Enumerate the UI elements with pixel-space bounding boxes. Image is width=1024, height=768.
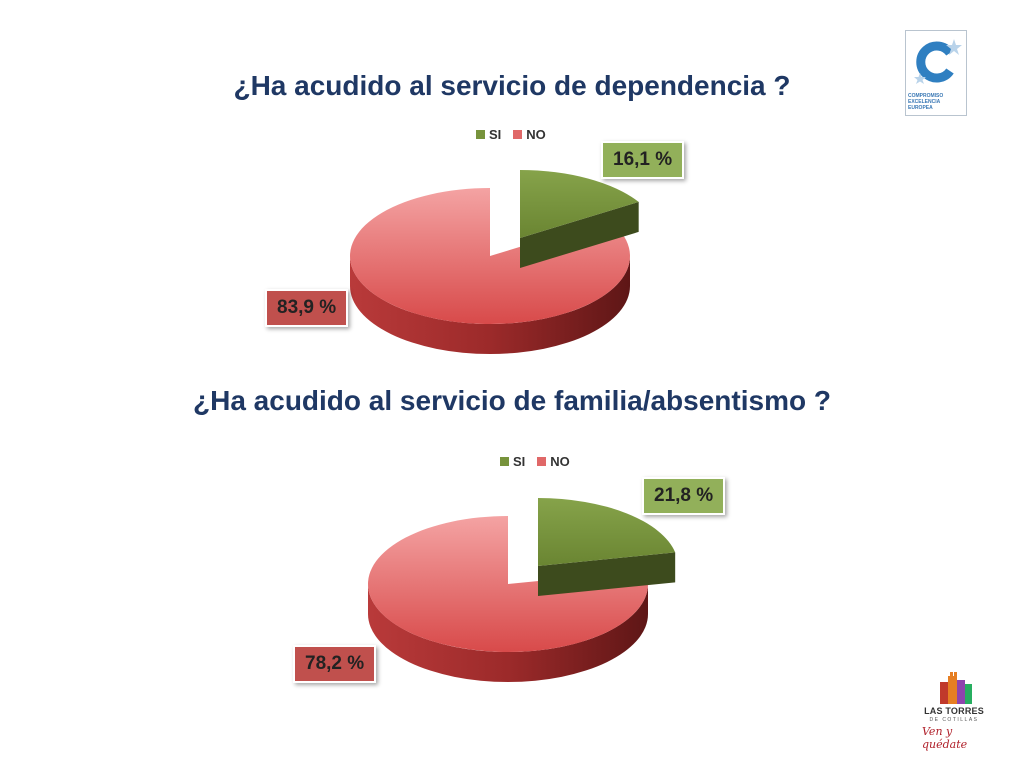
legend-label-no: NO [526, 127, 546, 142]
logo-subname: DE COTILLAS [929, 717, 979, 723]
c-star-icon [914, 39, 962, 84]
chart-2-title: ¿Ha acudido al servicio de familia/absen… [193, 385, 831, 416]
towers-icon [940, 672, 972, 704]
legend-item-no: NO [537, 454, 570, 469]
slice-si-cut [538, 552, 676, 596]
legend-swatch-si [476, 130, 485, 139]
logo-slogan: Ven y quédate [922, 725, 968, 751]
slice-si-cut [520, 201, 639, 268]
legend-swatch-si [500, 457, 509, 466]
slice-si [538, 498, 676, 566]
legend-item-no: NO [513, 127, 546, 142]
slice-no-side [368, 584, 648, 682]
chart-1-title: ¿Ha acudido al servicio de dependencia ? [233, 70, 791, 101]
las-torres-de-cotillas-logo: LAS TORRES DE COTILLAS Ven y quédate [920, 670, 990, 751]
data-label-no: 83,9 % [265, 289, 349, 327]
slice-si [520, 170, 639, 238]
legend-swatch-no [513, 130, 523, 139]
legend-item-si: SI [476, 127, 501, 142]
slice-no [367, 516, 648, 652]
chart-1-legend: SI NO [476, 127, 554, 142]
data-label-si: 21,8 % [642, 477, 726, 515]
logo-caption: COMPROMISO EXCELENCIA EUROPEA [908, 93, 944, 111]
compromiso-excelencia-europea-logo: COMPROMISO EXCELENCIA EUROPEA [905, 30, 967, 116]
data-label-si: 16,1 % [601, 141, 685, 179]
legend-item-si: SI [500, 454, 525, 469]
slice-no-side [350, 256, 630, 354]
legend-label-no: NO [550, 454, 570, 469]
legend-swatch-no [537, 457, 547, 466]
pie-chart-1 [350, 170, 639, 354]
data-label-no: 78,2 % [293, 645, 377, 683]
logo-name: LAS TORRES [924, 706, 984, 716]
legend-label-si: SI [513, 454, 526, 469]
chart-2-legend: SI NO [500, 454, 578, 469]
slice-no [350, 188, 631, 324]
legend-label-si: SI [489, 127, 502, 142]
pie-chart-2 [367, 498, 676, 682]
